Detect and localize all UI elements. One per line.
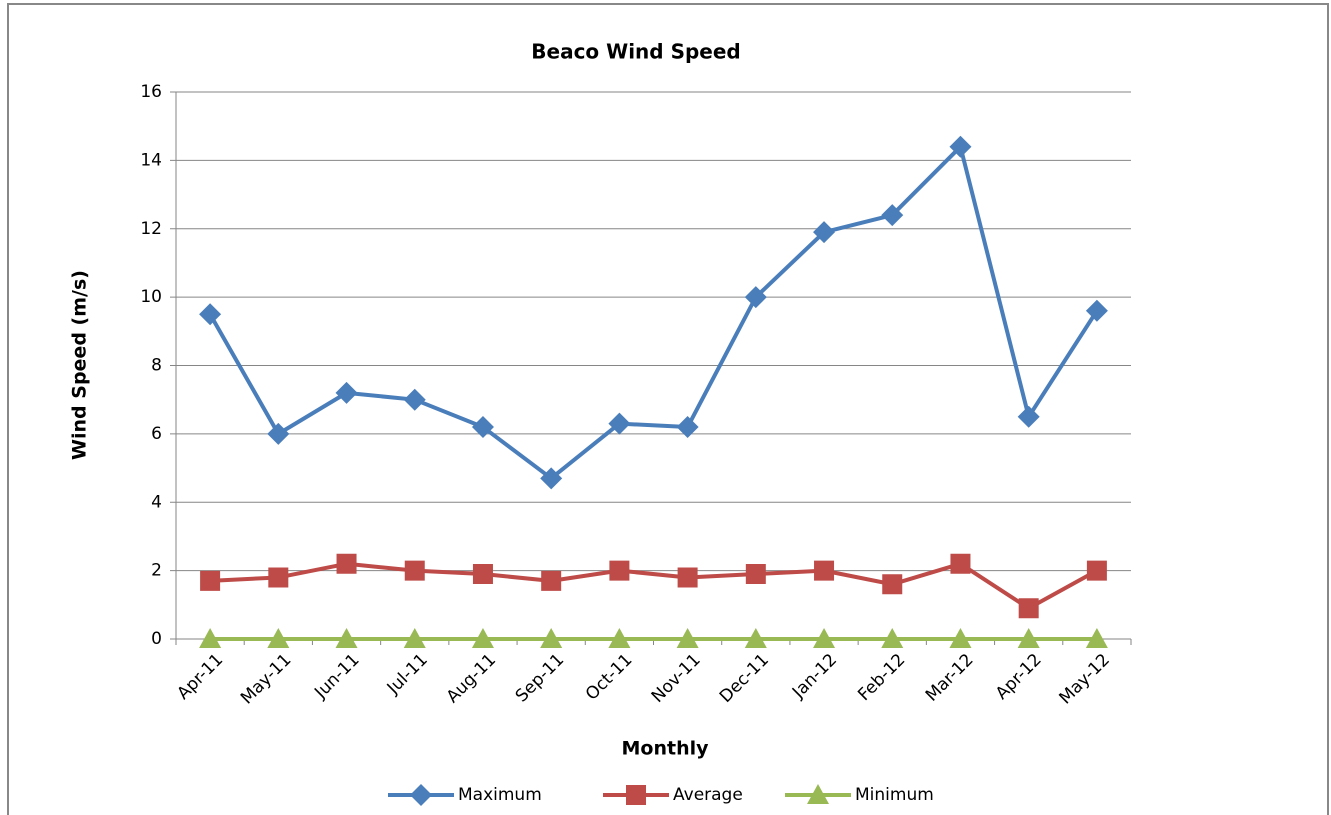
data-point <box>1017 405 1040 428</box>
legend-marker <box>807 784 829 804</box>
y-axis-label: Wind Speed (m/s) <box>69 270 91 460</box>
data-point <box>676 628 699 648</box>
data-point <box>608 412 631 435</box>
y-tick-label: 4 <box>151 492 162 512</box>
data-point <box>541 570 562 591</box>
data-point <box>813 221 836 244</box>
x-tick-label: Dec-11 <box>716 650 773 707</box>
y-tick-label: 6 <box>151 424 162 444</box>
chart-frame <box>7 3 1329 815</box>
data-point <box>403 628 426 648</box>
y-tick-label: 10 <box>140 287 162 307</box>
data-point <box>404 560 425 581</box>
data-point <box>403 388 426 411</box>
data-point <box>335 381 358 404</box>
x-tick-label: May-12 <box>1056 650 1114 708</box>
y-tick-label: 16 <box>140 82 162 102</box>
series-line <box>208 144 1099 481</box>
legend-marker <box>626 785 646 805</box>
data-point <box>540 467 563 490</box>
x-tick-label: Oct-11 <box>582 650 637 705</box>
legend-label: Minimum <box>855 785 934 805</box>
data-point <box>676 416 699 439</box>
data-point <box>813 628 836 648</box>
data-point <box>335 628 358 648</box>
data-point <box>1018 598 1039 619</box>
x-tick-label: Feb-12 <box>854 650 909 705</box>
data-point <box>949 628 972 648</box>
series-line <box>210 561 1098 611</box>
x-tick-label: Jun-11 <box>310 650 363 703</box>
data-point <box>199 628 222 648</box>
x-tick-label: Aug-11 <box>443 650 500 707</box>
data-point <box>1085 628 1108 648</box>
data-point <box>677 567 698 588</box>
data-point <box>1085 299 1108 322</box>
data-point <box>745 564 766 585</box>
data-point <box>1017 628 1040 648</box>
legend-marker <box>410 784 432 806</box>
data-point <box>814 560 835 581</box>
data-point <box>471 628 494 648</box>
data-point <box>267 422 290 445</box>
data-point <box>744 286 767 309</box>
legend-label: Average <box>673 785 743 805</box>
x-tick-label: Mar-12 <box>922 650 978 706</box>
data-point <box>1086 560 1107 581</box>
data-point <box>336 553 357 574</box>
data-point <box>471 416 494 439</box>
x-tick-label: Apr-11 <box>173 650 227 704</box>
data-point <box>744 628 767 648</box>
data-point <box>200 570 221 591</box>
data-point <box>540 628 563 648</box>
data-point <box>881 204 904 227</box>
x-axis-label: Monthly <box>622 738 710 760</box>
data-point <box>882 574 903 595</box>
data-point <box>609 560 630 581</box>
data-point <box>267 628 290 648</box>
data-point <box>950 553 971 574</box>
data-point <box>472 564 493 585</box>
y-tick-label: 2 <box>151 561 162 581</box>
y-tick-label: 14 <box>140 150 162 170</box>
x-tick-label: Apr-12 <box>992 650 1046 704</box>
data-point <box>199 303 222 326</box>
x-tick-label: Jul-11 <box>383 650 432 699</box>
x-tick-label: Jan-12 <box>788 650 841 703</box>
chart-title: Beaco Wind Speed <box>531 40 740 64</box>
y-tick-label: 8 <box>151 356 162 376</box>
legend-label: Maximum <box>458 785 542 805</box>
y-tick-label: 12 <box>140 219 162 239</box>
y-tick-label: 0 <box>151 629 162 649</box>
x-tick-label: Nov-11 <box>648 650 705 707</box>
x-tick-label: May-11 <box>237 650 295 708</box>
data-point <box>268 567 289 588</box>
data-point <box>881 628 904 648</box>
x-tick-label: Sep-11 <box>512 650 568 706</box>
data-point <box>608 628 631 648</box>
data-point <box>949 135 972 158</box>
